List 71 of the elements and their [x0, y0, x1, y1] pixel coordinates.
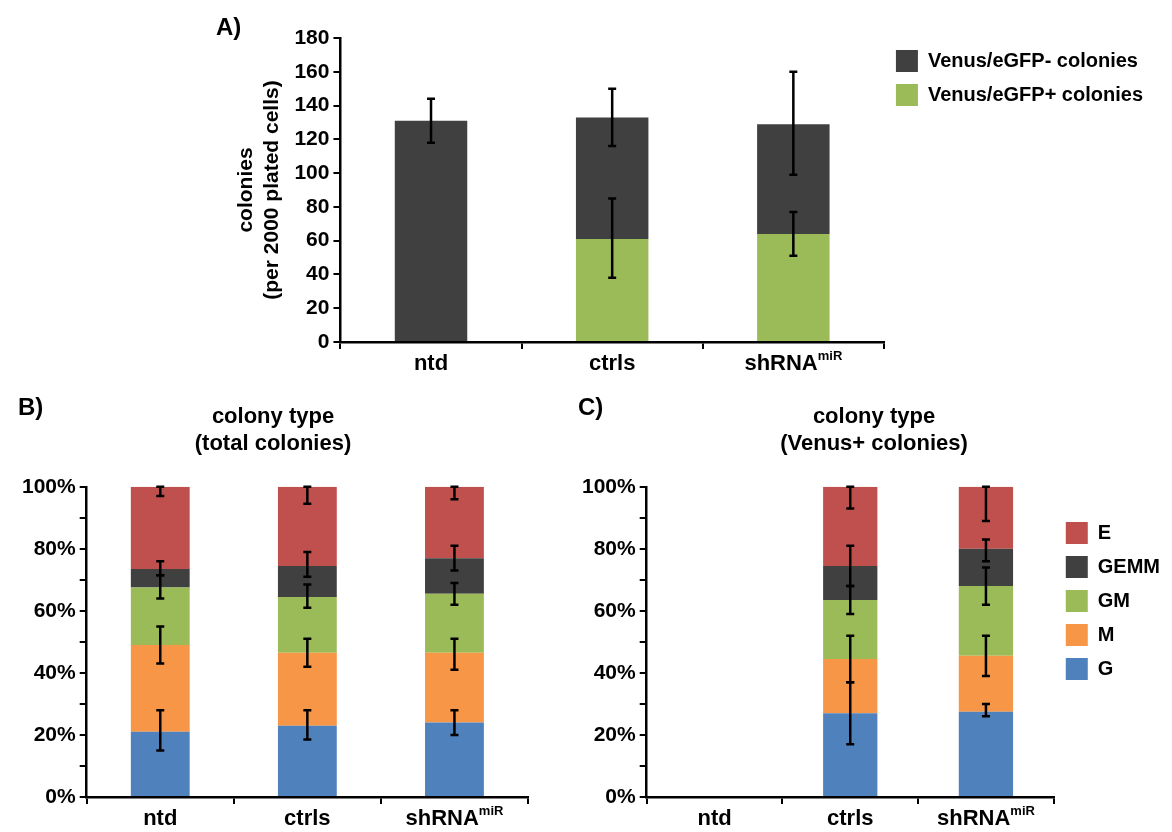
bar [277, 725, 337, 796]
x-tick-label: ctrls [588, 350, 636, 375]
y-tick-label: 80% [33, 535, 77, 559]
bar [823, 600, 878, 659]
legend-label: Venus/eGFP- colonies [927, 48, 1138, 71]
bar [130, 731, 190, 796]
bar [823, 713, 878, 796]
bar [277, 486, 337, 566]
legend-label: E [1097, 520, 1112, 543]
y-tick-label: 40% [593, 659, 637, 683]
bar [130, 645, 190, 732]
chart-title: colony type (total colonies) [194, 403, 352, 455]
legend-label: GM [1097, 588, 1130, 611]
y-tick-label: 100% [581, 473, 637, 497]
bar [958, 586, 1014, 656]
bar [425, 558, 484, 594]
y-tick-label: 40% [33, 659, 77, 683]
y-tick-label: 100 [294, 159, 330, 183]
x-tick-label: ntd [143, 805, 178, 830]
bar [425, 652, 484, 723]
legend-label: M [1097, 622, 1115, 645]
bar [394, 120, 468, 341]
bar [823, 565, 878, 601]
y-tick-label: 0% [605, 783, 637, 807]
bar [425, 722, 484, 796]
legend-label: G [1097, 656, 1114, 679]
bar [823, 658, 878, 714]
bar [575, 238, 649, 341]
text: A) [216, 12, 242, 40]
y-tick-label: 60% [33, 597, 77, 621]
y-tick-label: 0 [317, 328, 330, 352]
bar [958, 711, 1014, 796]
bar [277, 596, 337, 653]
x-tick-label: ntd [697, 805, 732, 830]
y-tick-label: 80% [593, 535, 637, 559]
x-tick-label: ntd [413, 350, 449, 375]
y-tick-label: 180 [294, 24, 330, 48]
legend-label: Venus/eGFP+ colonies [927, 82, 1143, 105]
y-tick-label: 160 [294, 58, 330, 82]
bar [757, 124, 830, 234]
x-tick-label: ctrls [827, 805, 874, 830]
y-tick-label: 20% [593, 721, 637, 745]
bar [958, 486, 1014, 549]
bar [575, 117, 649, 239]
legend-label: GEMM [1097, 554, 1160, 577]
bar [130, 486, 190, 569]
y-tick-label: 40 [306, 261, 330, 285]
bar [823, 486, 878, 566]
chart-title: colony type (Venus+ colonies) [780, 403, 968, 455]
bar [277, 565, 337, 597]
bar [130, 587, 190, 645]
y-tick-label: 20% [33, 721, 77, 745]
y-tick-label: 100% [21, 473, 77, 497]
bar [425, 486, 484, 559]
x-tick-label: ctrls [284, 805, 331, 830]
y-tick-label: 140 [294, 92, 330, 116]
y-tick-label: 0% [45, 783, 77, 807]
bar [425, 593, 484, 653]
y-tick-label: 60 [306, 227, 330, 251]
text: C) [578, 392, 604, 420]
y-tick-label: 20 [306, 295, 330, 319]
bar [277, 652, 337, 726]
text: B) [18, 392, 44, 420]
y-tick-label: 80 [306, 193, 330, 217]
bar [757, 233, 830, 341]
bar [958, 548, 1014, 587]
y-tick-label: 60% [593, 597, 637, 621]
y-axis-title: colonies (per 2000 plated cells) [233, 80, 282, 300]
bar [130, 569, 190, 588]
bar [958, 655, 1014, 712]
y-tick-label: 120 [294, 126, 330, 150]
